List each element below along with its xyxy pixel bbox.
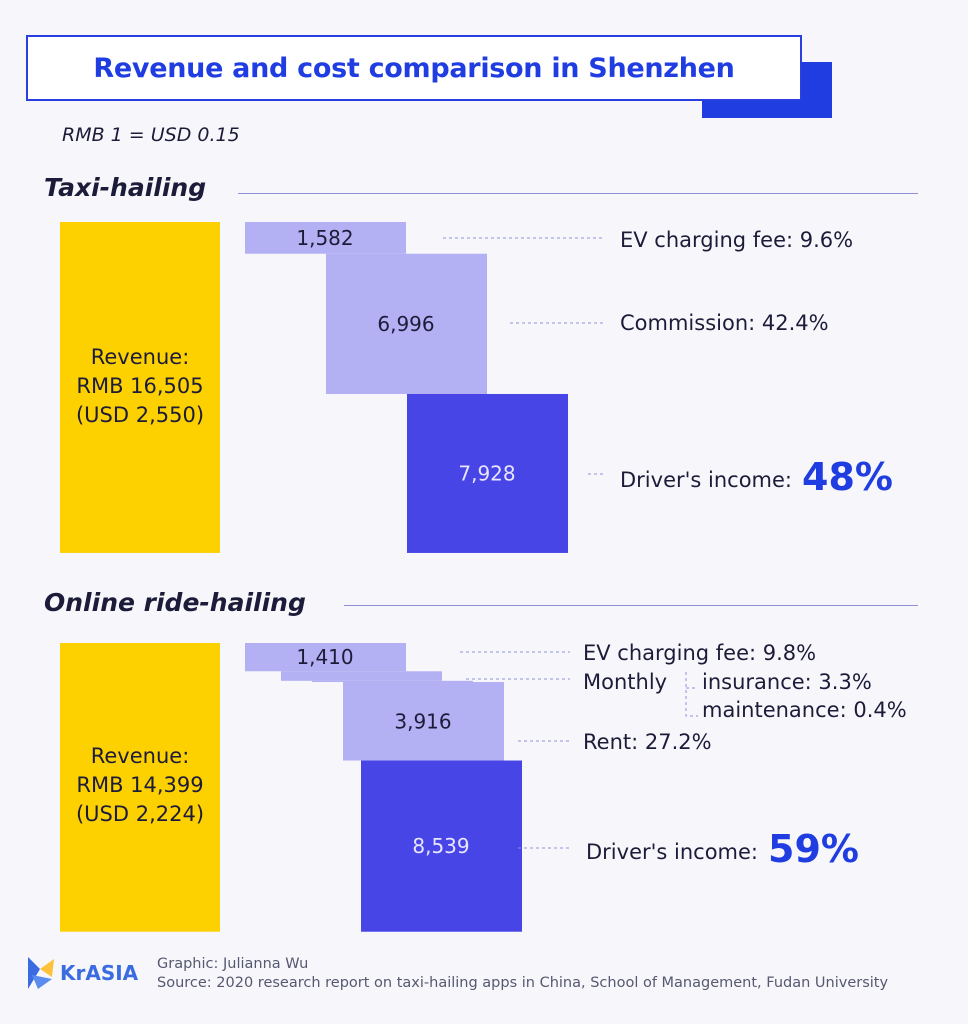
segment-bar [326, 253, 487, 394]
bracket-line [685, 672, 698, 717]
income-percent: 48% [802, 455, 893, 499]
credit: Graphic: Julianna Wu [157, 956, 309, 972]
label-monthly: Monthly [583, 670, 668, 694]
revenue-label-line: (USD 2,224) [75, 802, 205, 826]
income-label: Driver's income: [586, 840, 758, 864]
footer: Graphic: Julianna Wu Source: 2020 resear… [157, 955, 888, 993]
segment-bar [245, 222, 406, 254]
revenue-label-line: Revenue: [90, 345, 190, 369]
label-ev-taxi: EV charging fee: 9.6% [620, 228, 854, 252]
exchange-rate: RMB 1 = USD 0.15 [62, 124, 240, 146]
segment-value-label: 3,916 [394, 709, 451, 733]
income-label: Driver's income: [620, 468, 792, 492]
segment-bar [245, 643, 406, 672]
segment-bar [407, 393, 568, 553]
section-title-taxi: Taxi-hailing [44, 173, 207, 202]
krasia-logo: KrASIA [26, 955, 138, 991]
label-ev-online: EV charging fee: 9.8% [583, 641, 817, 665]
krasia-logo-icon [28, 957, 54, 989]
label-insurance: insurance: 3.3% [702, 670, 872, 694]
label-rent: Rent: 27.2% [583, 730, 712, 754]
revenue-label-line: RMB 16,505 [76, 374, 204, 398]
label-commission: Commission: 42.4% [620, 311, 829, 335]
label-income-taxi: Driver's income: 48% [620, 455, 893, 499]
label-income-online: Driver's income: 59% [586, 827, 859, 871]
segment-value-label: 6,996 [377, 312, 434, 336]
income-percent: 59% [768, 827, 859, 871]
section-rule [344, 605, 918, 606]
label-maintenance: maintenance: 0.4% [702, 698, 907, 722]
krasia-logo-text: KrASIA [60, 961, 139, 985]
section-title-online: Online ride-hailing [44, 588, 306, 617]
segment-value-label: 8,539 [412, 834, 469, 858]
section-rule [238, 193, 918, 194]
segment-value-label: 1,582 [296, 226, 353, 250]
revenue-label-line: (USD 2,550) [75, 403, 205, 427]
page-title: Revenue and cost comparison in Shenzhen [26, 35, 802, 101]
segment-value-label: 7,928 [458, 461, 515, 485]
segment-value-label: 1,410 [296, 645, 353, 669]
revenue-bar [60, 222, 220, 553]
segment-bar [343, 681, 504, 761]
revenue-label-line: Revenue: [90, 744, 190, 768]
segment-bar [312, 680, 473, 682]
segment-bar [281, 671, 442, 681]
revenue-label-online: Revenue: RMB 14,399 (USD 2,224) [60, 742, 220, 829]
revenue-bar [60, 643, 220, 932]
revenue-label-line: RMB 14,399 [76, 773, 204, 797]
segment-bar [361, 760, 522, 932]
source: Source: 2020 research report on taxi-hai… [157, 975, 889, 991]
revenue-label-taxi: Revenue: RMB 16,505 (USD 2,550) [60, 343, 220, 430]
